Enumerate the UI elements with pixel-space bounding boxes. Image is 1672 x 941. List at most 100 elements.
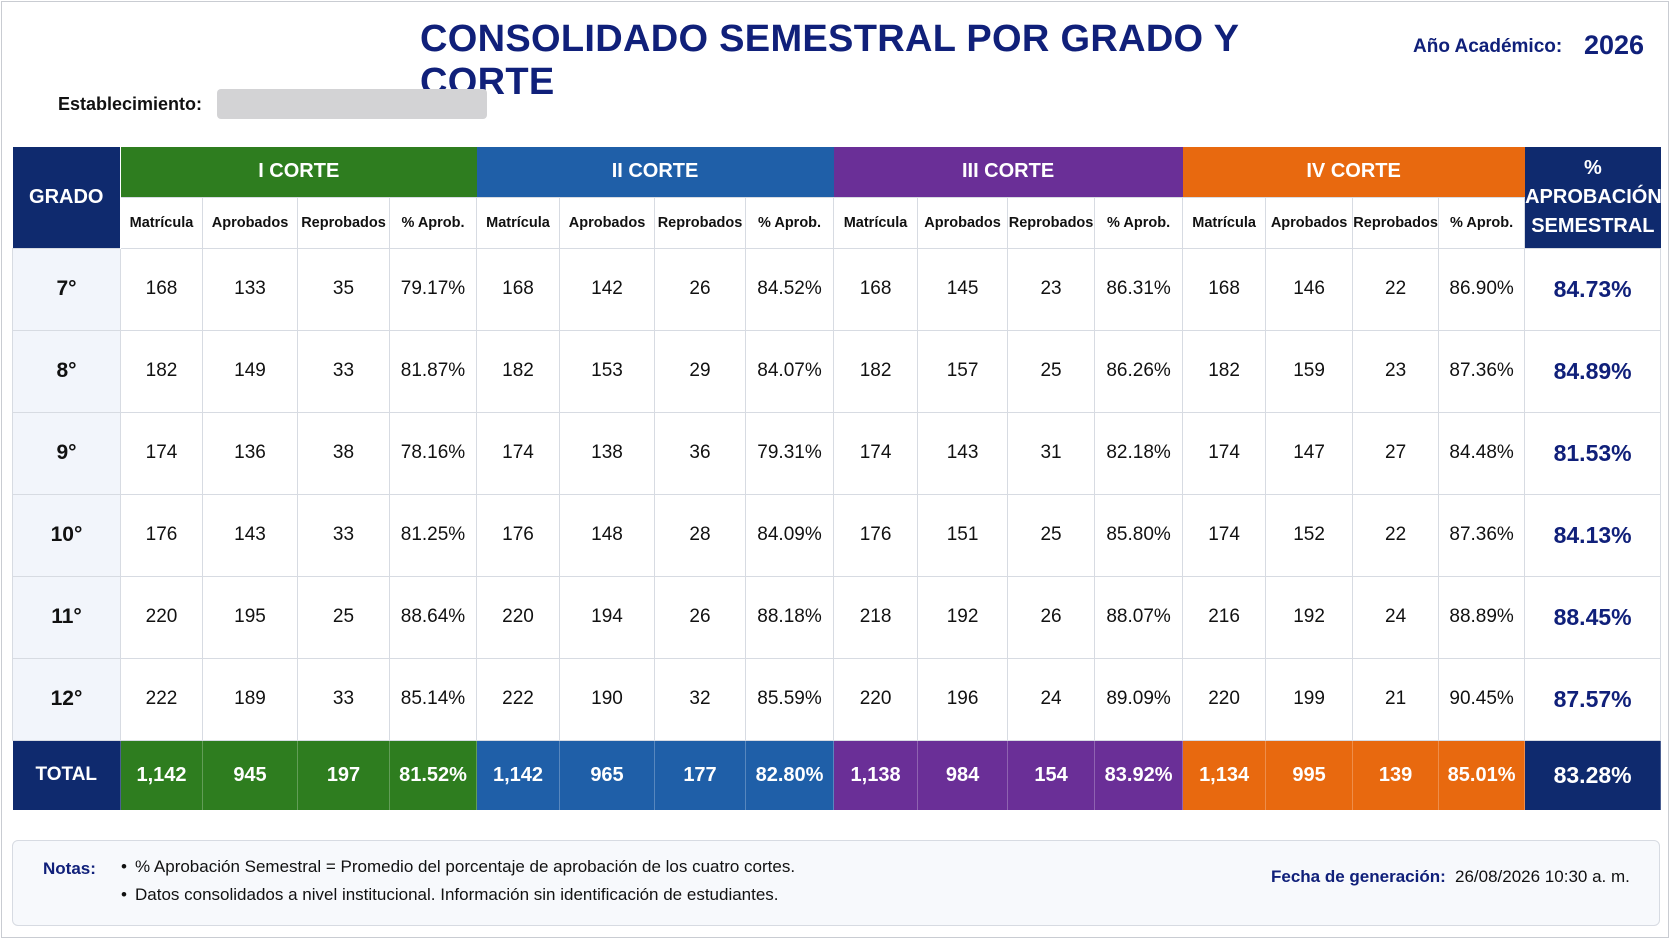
subheader-cell: Reprobados <box>1007 196 1096 249</box>
subheader-cell: % Aprob. <box>1438 196 1526 249</box>
grado-cell: 12° <box>12 657 121 741</box>
data-cell: 220 <box>1182 657 1267 741</box>
semester-approval-cell: 84.13% <box>1524 493 1662 577</box>
data-cell: 136 <box>202 411 298 495</box>
data-cell: 88.07% <box>1094 575 1184 659</box>
data-cell: 168 <box>476 247 560 331</box>
page-title: CONSOLIDADO SEMESTRAL POR GRADO Y CORTE <box>420 18 1239 103</box>
data-cell: 78.16% <box>389 411 477 495</box>
data-cell: 152 <box>1265 493 1354 577</box>
corte-2-header: II CORTE <box>476 147 834 197</box>
data-cell: 182 <box>1182 329 1267 413</box>
data-cell: 220 <box>120 575 203 659</box>
data-cell: 145 <box>917 247 1009 331</box>
total-label: TOTAL <box>12 740 121 810</box>
grado-cell: 9° <box>12 411 121 495</box>
total-cell: 945 <box>202 740 298 810</box>
semester-approval-cell: 81.53% <box>1524 411 1662 495</box>
data-cell: 38 <box>297 411 390 495</box>
data-cell: 24 <box>1007 657 1096 741</box>
data-cell: 194 <box>559 575 655 659</box>
data-cell: 182 <box>476 329 560 413</box>
data-cell: 88.64% <box>389 575 477 659</box>
data-cell: 174 <box>120 411 203 495</box>
data-cell: 196 <box>917 657 1009 741</box>
data-cell: 33 <box>297 493 390 577</box>
total-cell: 81.52% <box>389 740 477 810</box>
semester-header-line1: % APROBACIÓN <box>1525 156 1662 208</box>
data-cell: 142 <box>559 247 655 331</box>
bullet-icon: • <box>121 857 127 876</box>
data-cell: 87.36% <box>1438 493 1526 577</box>
data-cell: 25 <box>1007 493 1096 577</box>
total-cell: 82.80% <box>745 740 835 810</box>
data-cell: 159 <box>1265 329 1354 413</box>
subheader-cell: Matrícula <box>120 196 203 249</box>
subheader-cell: % Aprob. <box>1094 196 1184 249</box>
total-cell: 1,134 <box>1182 740 1267 810</box>
data-cell: 174 <box>1182 411 1267 495</box>
bullet-icon: • <box>121 885 127 904</box>
data-cell: 146 <box>1265 247 1354 331</box>
data-cell: 27 <box>1352 411 1440 495</box>
generation-date-label: Fecha de generación: <box>1271 867 1446 886</box>
data-cell: 222 <box>476 657 560 741</box>
grado-header: GRADO <box>12 147 121 248</box>
subheader-cell: % Aprob. <box>389 196 477 249</box>
data-cell: 86.26% <box>1094 329 1184 413</box>
total-cell: 1,142 <box>120 740 203 810</box>
data-cell: 176 <box>476 493 560 577</box>
subheader-cell: Aprobados <box>559 196 655 249</box>
data-cell: 157 <box>917 329 1009 413</box>
grado-cell: 7° <box>12 247 121 331</box>
data-cell: 23 <box>1007 247 1096 331</box>
note-text: Datos consolidados a nivel institucional… <box>135 885 779 904</box>
data-cell: 143 <box>202 493 298 577</box>
data-cell: 36 <box>654 411 746 495</box>
data-cell: 33 <box>297 329 390 413</box>
data-cell: 218 <box>833 575 919 659</box>
semester-approval-cell: 84.73% <box>1524 247 1662 331</box>
grado-cell: 10° <box>12 493 121 577</box>
subheader-cell: Reprobados <box>654 196 746 249</box>
data-cell: 176 <box>120 493 203 577</box>
total-cell: 995 <box>1265 740 1354 810</box>
data-cell: 22 <box>1352 247 1440 331</box>
total-cell: 197 <box>297 740 390 810</box>
data-cell: 133 <box>202 247 298 331</box>
data-cell: 189 <box>202 657 298 741</box>
total-cell: 1,142 <box>476 740 560 810</box>
data-cell: 220 <box>476 575 560 659</box>
data-cell: 22 <box>1352 493 1440 577</box>
total-cell: 965 <box>559 740 655 810</box>
total-semester-approval: 83.28% <box>1524 740 1662 810</box>
data-cell: 26 <box>654 575 746 659</box>
data-cell: 86.31% <box>1094 247 1184 331</box>
total-row: TOTAL 1,142 945 197 81.52% 1,142 965 177 82.80% 1… <box>12 740 1662 810</box>
data-cell: 84.09% <box>744 493 835 577</box>
table-row: 10° 176 143 33 81.25% 176 148 28 84.09% 176 151 25 8… <box>12 493 1662 577</box>
data-cell: 84.07% <box>744 329 835 413</box>
data-cell: 148 <box>559 493 655 577</box>
data-cell: 192 <box>1265 575 1354 659</box>
grado-cell: 11° <box>12 575 121 659</box>
generation-date-value: 26/08/2026 10:30 a. m. <box>1455 867 1630 886</box>
data-cell: 79.31% <box>744 411 835 495</box>
table-row: 9° 174 136 38 78.16% 174 138 36 79.31% 174 143 31 82… <box>12 411 1662 495</box>
data-cell: 23 <box>1352 329 1440 413</box>
data-cell: 174 <box>1182 493 1267 577</box>
data-cell: 81.87% <box>389 329 477 413</box>
data-cell: 28 <box>654 493 746 577</box>
subheader-cell: Matrícula <box>476 196 560 249</box>
grado-cell: 8° <box>12 329 121 413</box>
data-cell: 85.14% <box>389 657 477 741</box>
data-cell: 222 <box>120 657 203 741</box>
academic-year-label: Año Académico: <box>1413 36 1563 57</box>
data-cell: 147 <box>1265 411 1354 495</box>
data-cell: 84.48% <box>1438 411 1526 495</box>
data-cell: 26 <box>654 247 746 331</box>
data-cell: 84.52% <box>744 247 835 331</box>
data-cell: 29 <box>654 329 746 413</box>
data-cell: 195 <box>202 575 298 659</box>
